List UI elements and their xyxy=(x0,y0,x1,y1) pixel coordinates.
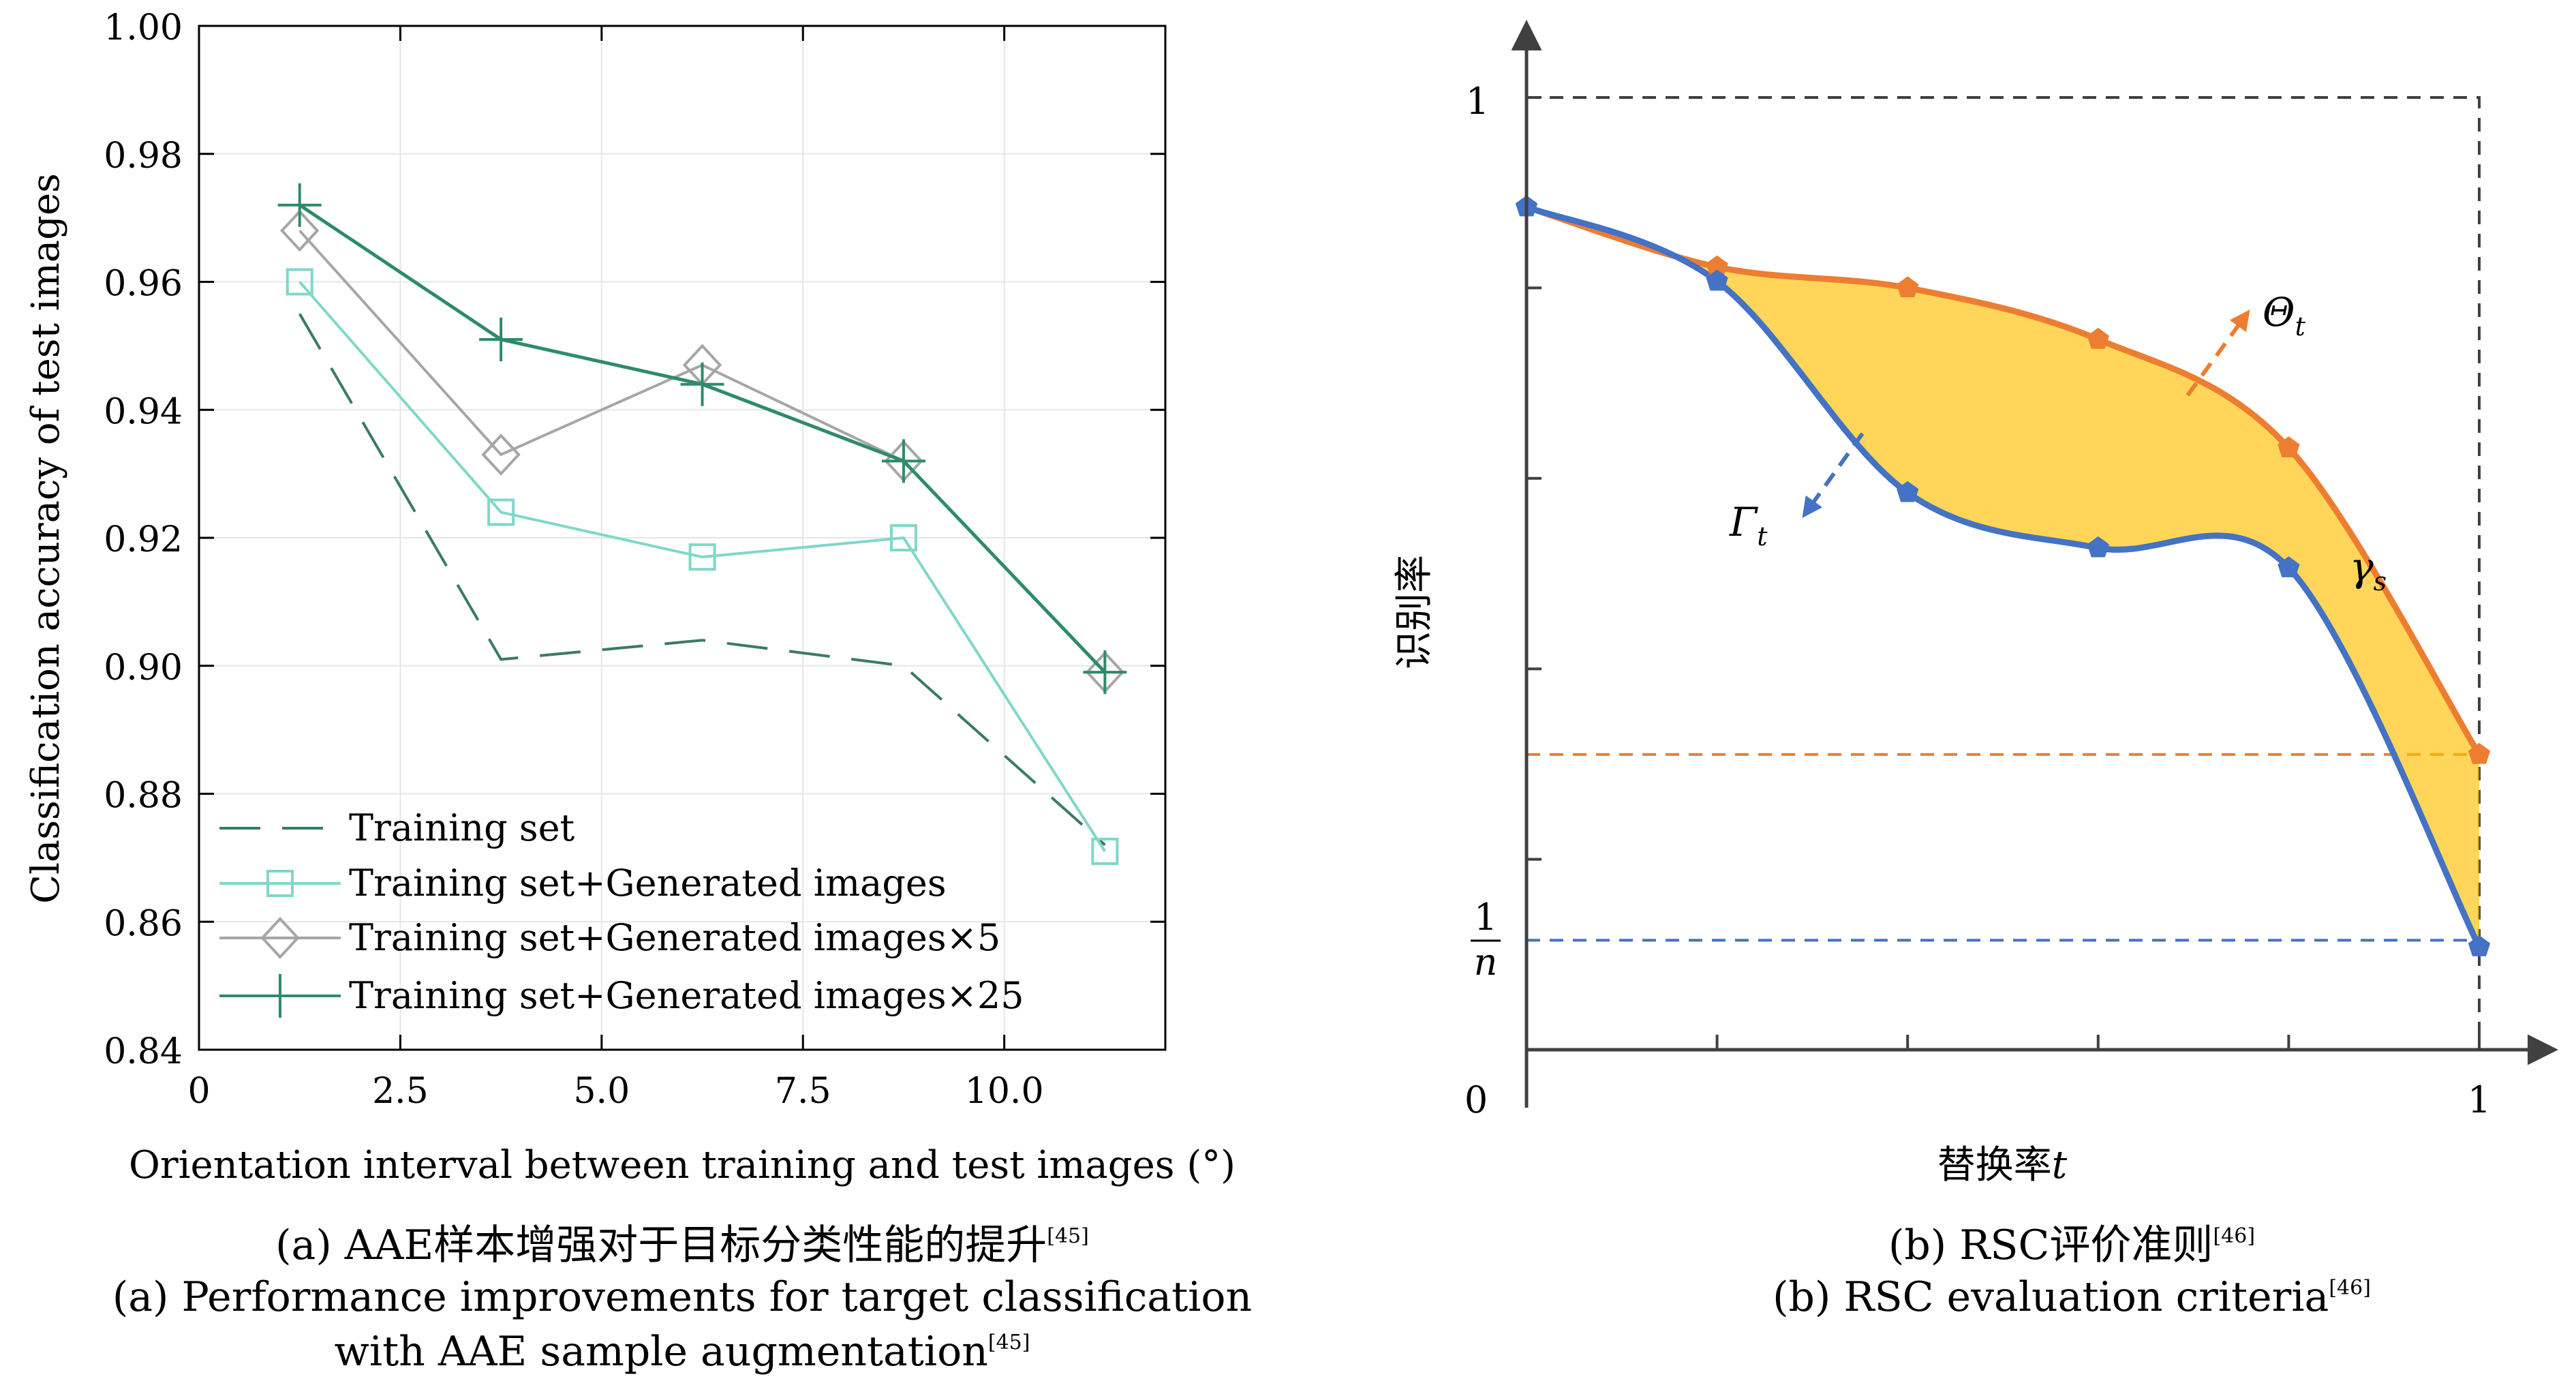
chart-b-lower-point xyxy=(1897,481,1919,502)
chart-b-y-chance-label: 1 n xyxy=(1471,896,1501,984)
chart-a-series-4-point xyxy=(881,439,925,483)
chart-b: Θt Γt γs 1 1 n 0 1 替换率t 识别率 (b) RSC评价准则[… xyxy=(1392,20,2558,1321)
chart-a-series-2-point xyxy=(688,543,716,571)
chart-b-x-axis-title: 替换率t xyxy=(1937,1143,2068,1187)
chart-b-upper-curve xyxy=(1525,204,2482,757)
chart-a-y-tick-label: 0.92 xyxy=(104,519,183,560)
chart-b-lower-point xyxy=(2087,536,2109,558)
chart-a-x-axis-title: Orientation interval between training an… xyxy=(129,1143,1236,1187)
chart-a-series-3-point xyxy=(481,434,521,476)
chart-a-y-tick-label: 0.98 xyxy=(104,136,183,177)
chart-a-caption-line2: (a) Performance improvements for target … xyxy=(112,1273,1252,1321)
chart-a-x-tick-label: 7.5 xyxy=(775,1071,831,1112)
chart-b-upper-point xyxy=(1706,255,1728,277)
chart-a-x-tick-label: 2.5 xyxy=(372,1071,429,1112)
chart-a-legend-label-3: Training set+Generated images×5 xyxy=(349,916,1000,959)
chart-b-x-end-label: 1 xyxy=(2468,1078,2491,1121)
chart-b-lower-direction-arrow xyxy=(1802,432,1865,518)
chart-b-area-label: γs xyxy=(2350,544,2387,596)
chart-b-upper-direction-arrow xyxy=(2186,309,2250,397)
chart-a-caption-line1: (a) AAE样本增强对于目标分类性能的提升[45] xyxy=(275,1221,1089,1269)
chart-a-series-line-4 xyxy=(298,203,1107,673)
chart-a-legend-marker-4 xyxy=(258,974,302,1018)
chart-a-series-3-point xyxy=(279,209,320,252)
chart-b-y-top-label: 1 xyxy=(1466,80,1489,123)
chart-a-legend-label-1: Training set xyxy=(349,806,575,849)
chart-a-legend: Training set Training set+Generated image… xyxy=(219,806,1024,1018)
chart-a-caption-line3: with AAE sample augmentation[45] xyxy=(335,1328,1030,1376)
chart-b-upper-point xyxy=(1897,276,1919,298)
chart-b-caption-line1: (b) RSC评价准则[46] xyxy=(1888,1221,2255,1269)
chart-a-series-line-1 xyxy=(298,313,1106,847)
chart-a-series-line-3 xyxy=(298,230,1106,673)
chart-b-upper-bound-line xyxy=(1527,96,2481,1050)
chart-a-legend-label-2: Training set+Generated images xyxy=(349,862,947,905)
chart-b-area-label-sub: s xyxy=(2374,566,2387,596)
chart-b-lower-curve-label-sub: t xyxy=(1757,521,1768,551)
chart-b-lower-point xyxy=(2468,935,2491,956)
chart-a-y-tick-label: 0.86 xyxy=(104,903,183,944)
chart-b-lower-point xyxy=(2278,556,2300,577)
chart-a-x-tick-label: 0 xyxy=(187,1071,210,1112)
chart-a-y-axis-title: Classification accuracy of test images xyxy=(24,173,68,904)
chart-a-caption-line1-ref: [45] xyxy=(1047,1224,1089,1248)
chart-a-series-4-point xyxy=(479,317,523,361)
chart-b-lower-point xyxy=(1706,269,1728,291)
chart-a-y-tick-label: 0.96 xyxy=(104,264,183,305)
chart-a-series-4-point xyxy=(680,362,724,406)
chart-a-y-tick-label: 0.90 xyxy=(104,648,183,688)
chart-a-series xyxy=(277,183,1127,865)
chart-b-reference-lines xyxy=(1527,96,2481,1050)
chart-a-series-2-point xyxy=(286,268,313,296)
chart-b-caption-line1-ref: [46] xyxy=(2213,1224,2255,1248)
chart-a-legend-marker-2 xyxy=(266,870,294,897)
chart-b-upper-point xyxy=(2278,436,2300,457)
chart-b-caption-line2-ref: [46] xyxy=(2329,1276,2371,1300)
chart-a-x-tick-label: 5.0 xyxy=(573,1071,630,1112)
chart-a-legend-marker-3 xyxy=(260,917,300,959)
svg-text:n: n xyxy=(1474,941,1498,984)
chart-a-series-2-point xyxy=(1091,837,1119,865)
chart-b-y-axis-title: 识别率 xyxy=(1392,555,1437,669)
chart-a-y-ticks: 0.84 0.86 0.88 0.90 0.92 0.94 0.96 0.98 1.00 xyxy=(104,7,1165,1072)
chart-a: 0.84 0.86 0.88 0.90 0.92 0.94 0.96 0.98 1.00 0 2.… xyxy=(24,7,1252,1376)
chart-b-origin-label: 0 xyxy=(1465,1078,1488,1121)
chart-b-upper-curve-label-sub: t xyxy=(2295,312,2306,342)
chart-a-series-2-point xyxy=(487,498,515,526)
chart-a-y-tick-label: 0.88 xyxy=(104,776,183,817)
chart-a-y-tick-label: 0.94 xyxy=(104,391,183,432)
chart-a-x-ticks: 0 2.5 5.0 7.5 10.0 xyxy=(187,26,1044,1112)
chart-a-series-2-point xyxy=(889,524,917,551)
chart-b-upper-curve-label: Θt xyxy=(2263,289,2306,342)
chart-a-series-4-point xyxy=(277,183,322,227)
chart-b-ticks xyxy=(1527,96,2481,1050)
chart-a-series-4-point xyxy=(1083,650,1127,695)
chart-a-y-tick-label: 1.00 xyxy=(104,7,183,48)
chart-a-grid xyxy=(199,26,1165,1050)
chart-b-lower-curve-label: Γt xyxy=(1729,499,1768,551)
chart-a-x-tick-label: 10.0 xyxy=(965,1071,1044,1112)
chart-a-series-line-2 xyxy=(298,281,1107,853)
chart-b-upper-point xyxy=(2468,742,2491,764)
chart-a-legend-label-4: Training set+Generated images×25 xyxy=(349,974,1024,1017)
chart-b-gap-area xyxy=(1527,207,2479,947)
svg-text:1: 1 xyxy=(1474,896,1497,939)
chart-a-y-tick-label: 0.84 xyxy=(104,1031,183,1072)
chart-b-upper-point xyxy=(2087,327,2109,349)
chart-b-caption-line2: (b) RSC evaluation criteria[46] xyxy=(1773,1273,2371,1321)
chart-a-caption-line3-ref: [45] xyxy=(988,1331,1030,1354)
